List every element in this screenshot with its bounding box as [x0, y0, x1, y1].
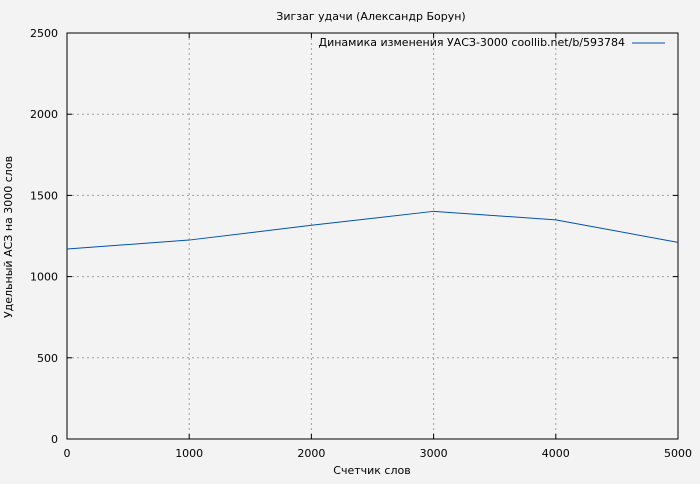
x-tick-label: 1000 — [175, 447, 203, 460]
legend-label: Динамика изменения УАСЗ-3000 coollib.net… — [319, 36, 626, 49]
legend: Динамика изменения УАСЗ-3000 coollib.net… — [319, 36, 666, 49]
y-tick-label: 2500 — [30, 27, 58, 40]
grid — [67, 33, 678, 439]
y-tick-label: 1000 — [30, 271, 58, 284]
y-tick-label: 500 — [37, 352, 58, 365]
x-tick-label: 2000 — [297, 447, 325, 460]
y-tick-label: 2000 — [30, 108, 58, 121]
axes: 0 1000 2000 3000 4000 5000 0 500 1000 1500 2000 250… — [30, 27, 692, 460]
chart-title: Зигзаг удачи (Александр Борун) — [276, 10, 465, 23]
y-tick-label: 1500 — [30, 189, 58, 202]
x-tick-label: 0 — [64, 447, 71, 460]
y-tick-label: 0 — [51, 433, 58, 446]
plot-border — [67, 33, 678, 439]
x-tick-label: 4000 — [542, 447, 570, 460]
x-tick-label: 3000 — [420, 447, 448, 460]
series-line — [67, 211, 678, 249]
series — [67, 211, 678, 249]
y-axis-label: Удельный АСЗ на 3000 слов — [2, 156, 15, 318]
x-tick-label: 5000 — [664, 447, 692, 460]
x-axis-label: Счетчик слов — [333, 464, 410, 477]
